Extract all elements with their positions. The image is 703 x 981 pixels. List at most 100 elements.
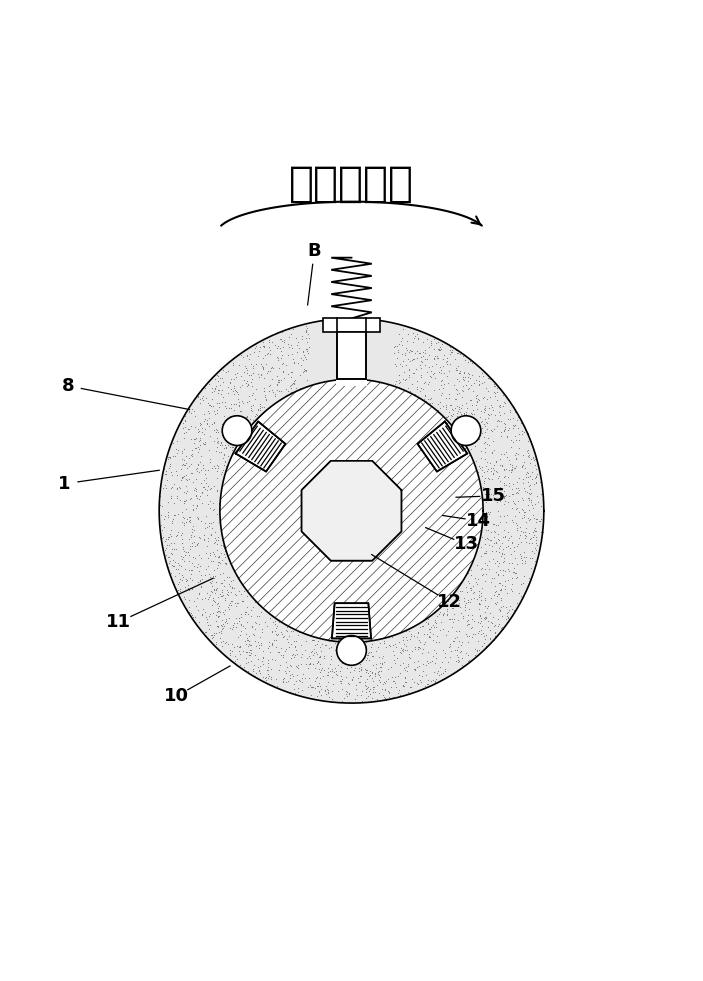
- Point: [219, 614, 231, 630]
- Point: [479, 610, 490, 626]
- Point: [214, 547, 225, 563]
- Point: [259, 388, 270, 404]
- Point: [475, 596, 486, 612]
- Point: [176, 457, 188, 473]
- Point: [494, 539, 505, 554]
- Point: [484, 533, 496, 548]
- Point: [437, 606, 449, 622]
- Point: [159, 533, 170, 548]
- Point: [238, 416, 250, 432]
- Point: [454, 385, 465, 400]
- Point: [231, 369, 242, 385]
- Point: [531, 461, 542, 477]
- Point: [458, 379, 469, 394]
- Point: [240, 411, 251, 427]
- Point: [233, 426, 244, 441]
- Point: [486, 538, 497, 553]
- Point: [494, 541, 505, 556]
- Point: [202, 496, 213, 512]
- Point: [177, 509, 188, 525]
- Point: [250, 638, 262, 653]
- Point: [293, 624, 304, 640]
- Point: [488, 618, 499, 634]
- Point: [280, 622, 291, 638]
- Point: [470, 438, 481, 453]
- Point: [179, 426, 190, 441]
- Point: [386, 629, 397, 645]
- Point: [173, 556, 184, 572]
- Point: [465, 405, 477, 421]
- Point: [191, 559, 202, 575]
- Point: [307, 633, 318, 648]
- Point: [451, 408, 463, 424]
- Point: [476, 585, 487, 600]
- Point: [203, 405, 214, 421]
- Point: [344, 664, 356, 680]
- Point: [323, 693, 334, 708]
- Point: [232, 390, 243, 406]
- Point: [524, 449, 535, 465]
- Point: [467, 611, 478, 627]
- Point: [316, 660, 327, 676]
- Point: [335, 673, 346, 689]
- Point: [488, 588, 499, 603]
- Point: [310, 660, 321, 676]
- Point: [162, 504, 174, 520]
- Point: [321, 679, 332, 695]
- Point: [212, 483, 223, 498]
- Point: [281, 619, 292, 635]
- Point: [437, 643, 449, 658]
- Point: [291, 381, 302, 396]
- Point: [178, 541, 189, 556]
- Point: [191, 490, 202, 506]
- Point: [218, 578, 229, 594]
- Point: [205, 583, 217, 598]
- Point: [446, 644, 457, 659]
- Point: [314, 648, 325, 664]
- Point: [361, 684, 372, 699]
- Point: [394, 373, 405, 388]
- Point: [392, 344, 404, 360]
- Point: [459, 599, 470, 615]
- Point: [451, 630, 462, 645]
- Point: [444, 356, 456, 372]
- Point: [468, 428, 479, 443]
- Point: [434, 604, 445, 620]
- Point: [424, 374, 435, 389]
- Point: [208, 423, 219, 439]
- Point: [186, 465, 198, 481]
- Point: [444, 346, 455, 362]
- Point: [461, 424, 472, 439]
- Point: [288, 681, 299, 697]
- Point: [223, 379, 234, 394]
- Point: [404, 361, 415, 377]
- Point: [506, 462, 517, 478]
- Point: [420, 387, 431, 402]
- Point: [286, 666, 297, 682]
- Point: [506, 600, 517, 616]
- Point: [180, 493, 191, 509]
- Point: [288, 351, 299, 367]
- Point: [206, 553, 217, 569]
- Point: [243, 645, 254, 660]
- Point: [520, 483, 531, 498]
- Point: [212, 383, 224, 398]
- Point: [193, 457, 204, 473]
- Point: [181, 511, 192, 527]
- Point: [258, 384, 269, 399]
- Point: [458, 365, 470, 381]
- Point: [326, 691, 337, 706]
- Point: [224, 400, 235, 416]
- Point: [439, 347, 450, 363]
- Point: [212, 368, 224, 384]
- Point: [335, 668, 346, 684]
- Point: [256, 358, 267, 374]
- Point: [186, 562, 198, 578]
- Point: [378, 687, 389, 702]
- Point: [370, 655, 382, 671]
- Point: [425, 337, 437, 353]
- Point: [212, 385, 223, 400]
- Point: [259, 670, 271, 686]
- Point: [304, 650, 316, 666]
- Point: [529, 552, 541, 568]
